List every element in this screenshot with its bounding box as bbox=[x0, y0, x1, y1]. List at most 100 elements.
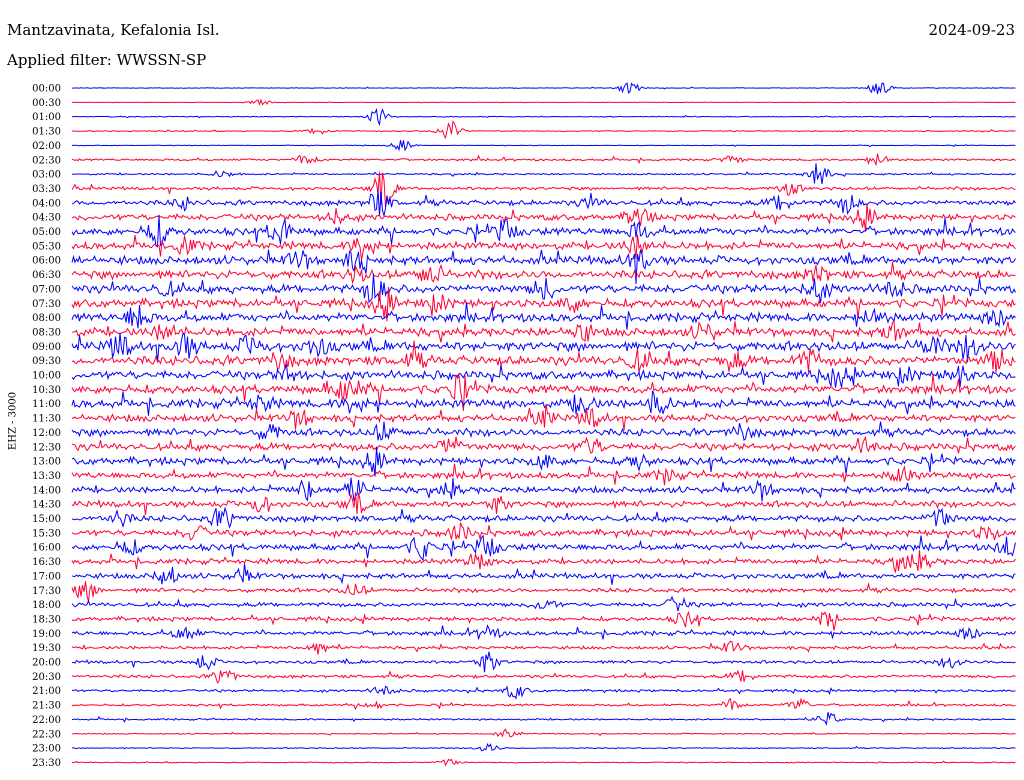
trace-0000 bbox=[71, 82, 1016, 95]
trace-1500 bbox=[71, 506, 1016, 529]
trace-2100 bbox=[71, 685, 1016, 700]
time-label-0500: 05:00 bbox=[32, 227, 61, 238]
time-label-0530: 05:30 bbox=[32, 241, 61, 252]
time-label-0330: 03:30 bbox=[32, 184, 61, 195]
time-label-1730: 17:30 bbox=[32, 586, 61, 597]
time-label-0900: 09:00 bbox=[32, 342, 61, 353]
trace-1800 bbox=[71, 595, 1016, 612]
trace-0030 bbox=[71, 98, 1016, 107]
time-label-2000: 20:00 bbox=[32, 658, 61, 669]
date-label: 2024-09-23 bbox=[928, 21, 1015, 39]
trace-1330 bbox=[71, 463, 1016, 486]
trace-0400 bbox=[71, 189, 1016, 217]
trace-1130 bbox=[71, 403, 1016, 431]
time-label-0130: 01:30 bbox=[32, 127, 61, 138]
time-label-2130: 21:30 bbox=[32, 701, 61, 712]
trace-1030 bbox=[71, 373, 1016, 411]
time-label-1030: 10:30 bbox=[32, 385, 61, 396]
trace-2130 bbox=[71, 697, 1016, 711]
trace-1230 bbox=[71, 435, 1016, 454]
trace-0730 bbox=[71, 286, 1016, 322]
trace-1430 bbox=[71, 492, 1016, 515]
time-label-1630: 16:30 bbox=[32, 557, 61, 568]
trace-0500 bbox=[71, 215, 1016, 248]
trace-1400 bbox=[71, 477, 1016, 502]
time-label-1430: 14:30 bbox=[32, 500, 61, 511]
trace-0600 bbox=[71, 249, 1016, 285]
time-label-1000: 10:00 bbox=[32, 371, 61, 382]
trace-1530 bbox=[71, 522, 1016, 541]
trace-1300 bbox=[71, 446, 1016, 477]
trace-0100 bbox=[71, 107, 1016, 127]
trace-0230 bbox=[71, 153, 1016, 167]
trace-1600 bbox=[71, 534, 1016, 562]
time-label-0430: 04:30 bbox=[32, 213, 61, 224]
time-label-1500: 15:00 bbox=[32, 514, 61, 525]
time-label-1600: 16:00 bbox=[32, 543, 61, 554]
trace-2200 bbox=[71, 711, 1016, 726]
trace-0900 bbox=[71, 332, 1016, 363]
trace-2330 bbox=[71, 758, 1016, 767]
station-title: Mantzavinata, Kefalonia Isl. bbox=[7, 21, 220, 39]
time-label-1530: 15:30 bbox=[32, 528, 61, 539]
trace-0830 bbox=[71, 320, 1016, 343]
time-label-2230: 22:30 bbox=[32, 729, 61, 740]
trace-0930 bbox=[71, 340, 1016, 373]
trace-2030 bbox=[71, 669, 1016, 684]
time-label-0400: 04:00 bbox=[32, 198, 61, 209]
trace-0130 bbox=[71, 120, 1016, 140]
time-labels: 00:00 00:30 01:00 01:30 02:00 02:30 03:00 03:30… bbox=[32, 84, 61, 769]
time-label-2330: 23:30 bbox=[32, 758, 61, 769]
time-label-1900: 19:00 bbox=[32, 629, 61, 640]
time-label-0300: 03:00 bbox=[32, 170, 61, 181]
time-label-1200: 12:00 bbox=[32, 428, 61, 439]
time-label-0600: 06:00 bbox=[32, 256, 61, 267]
trace-0630 bbox=[71, 262, 1016, 285]
time-label-1800: 18:00 bbox=[32, 600, 61, 611]
time-label-0030: 00:30 bbox=[32, 98, 61, 109]
time-label-2200: 22:00 bbox=[32, 715, 61, 726]
trace-0200 bbox=[71, 140, 1016, 152]
time-label-1100: 11:00 bbox=[32, 399, 61, 410]
time-label-0100: 01:00 bbox=[32, 112, 61, 123]
time-label-1700: 17:00 bbox=[32, 571, 61, 582]
trace-0530 bbox=[71, 234, 1016, 261]
filter-label: Applied filter: WWSSN-SP bbox=[7, 51, 207, 69]
trace-0330 bbox=[71, 171, 1016, 207]
time-label-1830: 18:30 bbox=[32, 614, 61, 625]
trace-1200 bbox=[71, 421, 1016, 442]
trace-2000 bbox=[71, 651, 1016, 673]
time-label-0930: 09:30 bbox=[32, 356, 61, 367]
trace-2300 bbox=[71, 742, 1016, 752]
time-label-1930: 19:30 bbox=[32, 643, 61, 654]
seismic-traces bbox=[71, 82, 1016, 767]
time-label-2030: 20:30 bbox=[32, 672, 61, 683]
time-label-0200: 02:00 bbox=[32, 141, 61, 152]
time-label-0630: 06:30 bbox=[32, 270, 61, 281]
time-label-0830: 08:30 bbox=[32, 327, 61, 338]
time-label-0230: 02:30 bbox=[32, 155, 61, 166]
trace-1700 bbox=[71, 563, 1016, 585]
time-label-1230: 12:30 bbox=[32, 442, 61, 453]
trace-1630 bbox=[71, 550, 1016, 573]
trace-0700 bbox=[71, 273, 1016, 304]
time-label-2300: 23:00 bbox=[32, 744, 61, 755]
trace-0300 bbox=[71, 163, 1016, 184]
trace-0800 bbox=[71, 302, 1016, 330]
trace-1900 bbox=[71, 624, 1016, 640]
trace-1000 bbox=[71, 364, 1016, 388]
time-label-2100: 21:00 bbox=[32, 686, 61, 697]
trace-1930 bbox=[71, 640, 1016, 655]
trace-1100 bbox=[71, 390, 1016, 416]
time-label-1330: 13:30 bbox=[32, 471, 61, 482]
time-label-0800: 08:00 bbox=[32, 313, 61, 324]
time-label-1130: 11:30 bbox=[32, 414, 61, 425]
time-label-0700: 07:00 bbox=[32, 284, 61, 295]
time-label-1300: 13:00 bbox=[32, 457, 61, 468]
trace-2230 bbox=[71, 728, 1016, 738]
time-label-1400: 14:00 bbox=[32, 485, 61, 496]
trace-0430 bbox=[71, 203, 1016, 232]
trace-1730 bbox=[71, 581, 1016, 602]
time-label-0730: 07:30 bbox=[32, 299, 61, 310]
